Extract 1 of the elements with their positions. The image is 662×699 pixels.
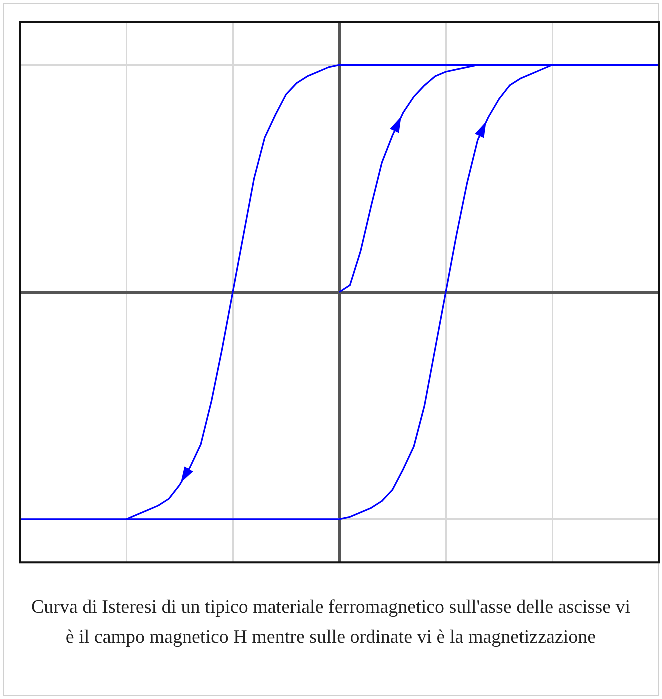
text: Curva di Isteresi di un tipico materiale ferromagnetico sull'asse delle ascisse vi è il campo magnetico H mentre sulle ordinate vi è la magnetizzazione (30, 596, 632, 650)
